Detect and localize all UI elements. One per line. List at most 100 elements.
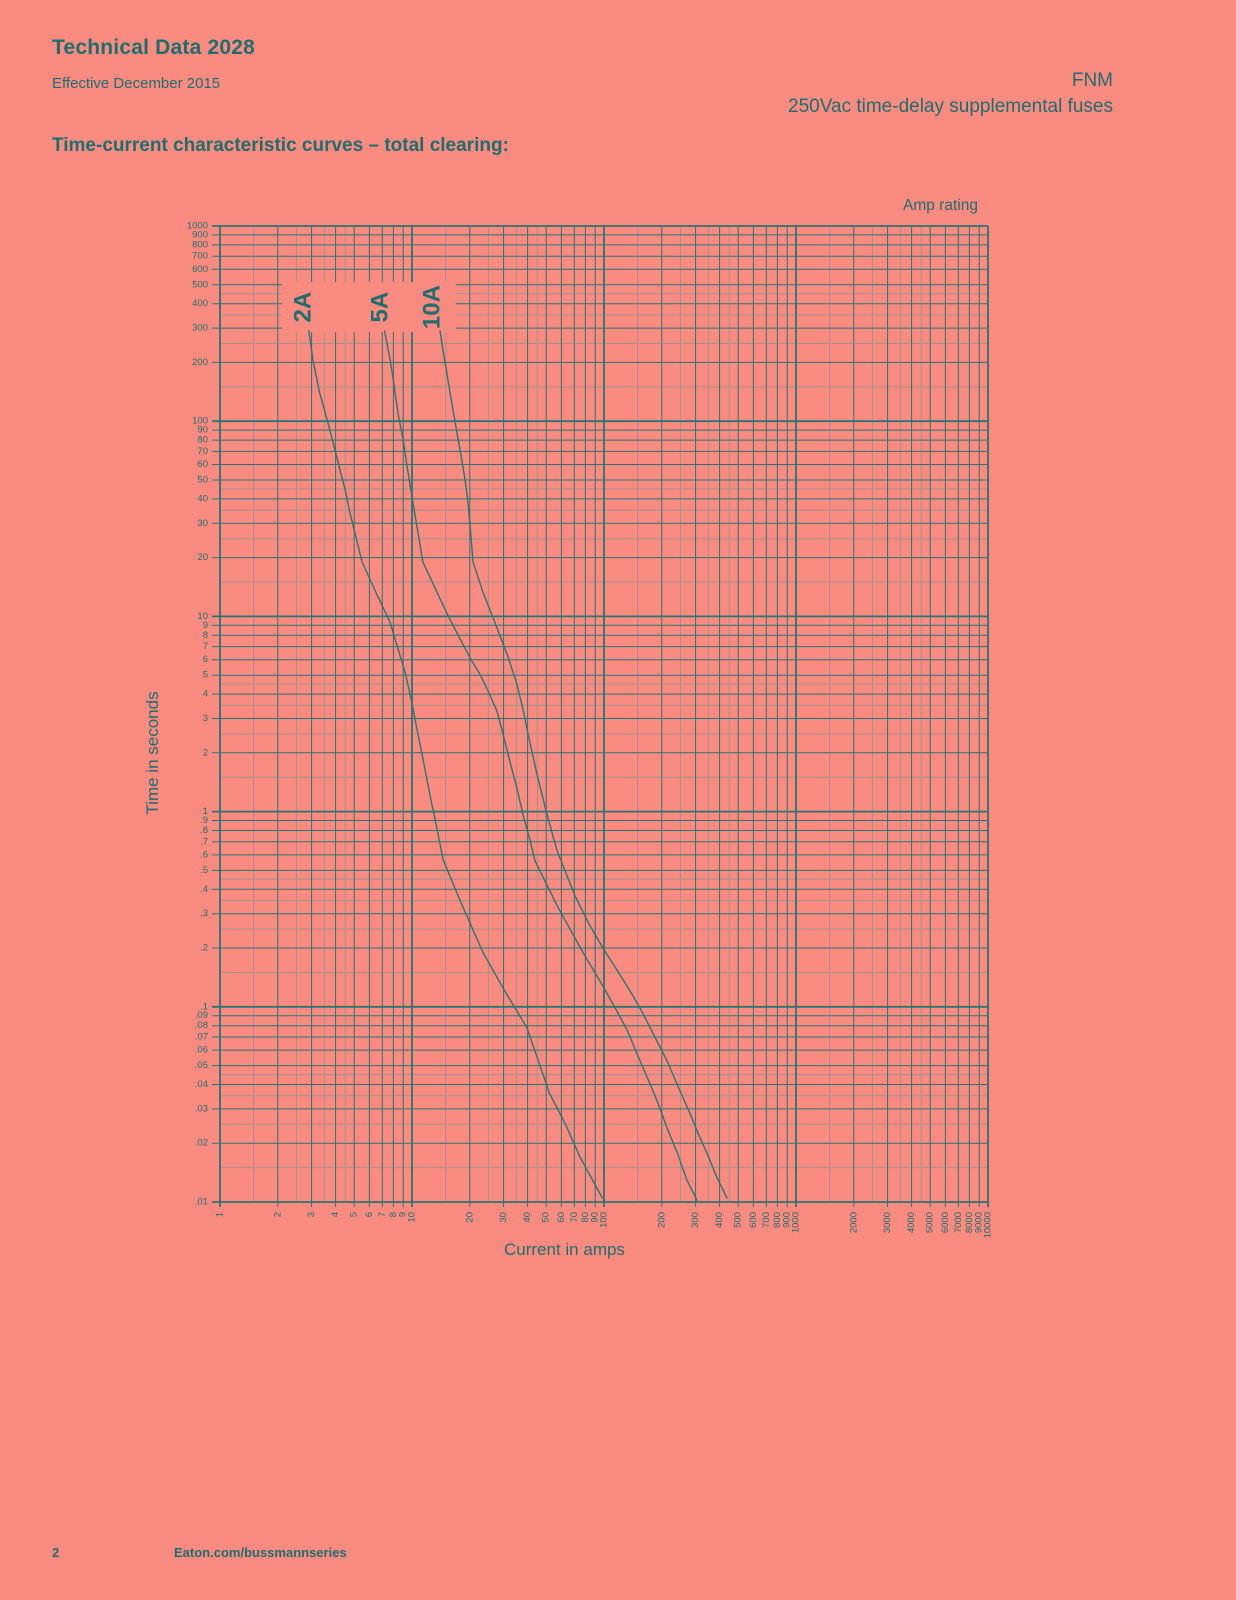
svg-text:.02: .02 [195, 1138, 208, 1149]
svg-text:2: 2 [272, 1212, 283, 1217]
svg-text:400: 400 [714, 1212, 725, 1228]
svg-text:5: 5 [349, 1212, 360, 1217]
svg-text:300: 300 [192, 323, 208, 334]
svg-text:600: 600 [192, 264, 208, 275]
svg-text:3000: 3000 [882, 1212, 893, 1233]
svg-text:2000: 2000 [848, 1212, 859, 1233]
svg-text:.4: .4 [200, 884, 208, 895]
section-title: Time-current characteristic curves – tot… [52, 135, 509, 156]
svg-text:60: 60 [556, 1212, 567, 1223]
svg-text:40: 40 [197, 493, 208, 504]
svg-text:.6: .6 [200, 849, 208, 860]
curve-label-10A: 10A [418, 285, 445, 329]
svg-text:.8: .8 [200, 825, 208, 836]
svg-text:8000: 8000 [964, 1212, 975, 1233]
svg-text:30: 30 [498, 1212, 509, 1223]
svg-text:6: 6 [203, 654, 208, 665]
doc-title: Technical Data 2028 [52, 36, 256, 59]
svg-text:80: 80 [197, 435, 208, 446]
svg-text:80: 80 [580, 1212, 591, 1223]
amp-rating-label: Amp rating [903, 197, 978, 214]
svg-text:20: 20 [197, 552, 208, 563]
footer-url: Eaton.com/bussmannseries [174, 1545, 347, 1560]
svg-text:200: 200 [656, 1212, 667, 1228]
svg-text:100: 100 [192, 416, 208, 427]
svg-text:.08: .08 [195, 1020, 208, 1031]
grid-minor [220, 226, 988, 1202]
svg-text:4: 4 [330, 1212, 341, 1217]
svg-text:5000: 5000 [925, 1212, 936, 1233]
curve-label-5A: 5A [366, 292, 393, 323]
svg-text:.06: .06 [195, 1045, 208, 1056]
svg-text:3: 3 [306, 1212, 317, 1217]
svg-text:9: 9 [203, 620, 208, 631]
curve-label-band [281, 282, 456, 333]
product-subtitle: 250Vac time-delay supplemental fuses [788, 96, 1113, 117]
svg-text:800: 800 [192, 239, 208, 250]
svg-text:.2: .2 [200, 943, 208, 954]
svg-text:70: 70 [569, 1212, 580, 1223]
svg-text:.09: .09 [195, 1010, 208, 1021]
svg-text:6: 6 [364, 1212, 375, 1217]
svg-text:500: 500 [733, 1212, 744, 1228]
svg-text:2: 2 [203, 747, 208, 758]
svg-text:900: 900 [192, 229, 208, 240]
curve-10A [439, 330, 728, 1199]
svg-text:4: 4 [203, 689, 208, 700]
curve-label-2A: 2A [289, 292, 316, 323]
svg-text:1000: 1000 [791, 1212, 802, 1233]
svg-text:60: 60 [197, 459, 208, 470]
svg-text:90: 90 [590, 1212, 601, 1223]
svg-text:.01: .01 [195, 1197, 208, 1208]
svg-text:8: 8 [203, 630, 208, 641]
svg-text:9000: 9000 [974, 1212, 985, 1233]
svg-text:700: 700 [192, 251, 208, 262]
svg-text:.7: .7 [200, 836, 208, 847]
svg-text:.3: .3 [200, 908, 208, 919]
y-axis-title: Time in seconds [143, 691, 162, 815]
svg-text:300: 300 [690, 1212, 701, 1228]
svg-text:10: 10 [407, 1212, 418, 1223]
doc-effective-date: Effective December 2015 [52, 75, 221, 92]
curve-5A [383, 330, 698, 1202]
grid-major [212, 225, 989, 1207]
svg-text:30: 30 [197, 518, 208, 529]
svg-text:7000: 7000 [953, 1212, 964, 1233]
svg-text:400: 400 [192, 298, 208, 309]
svg-text:50: 50 [541, 1212, 552, 1223]
svg-text:90: 90 [197, 425, 208, 436]
svg-text:40: 40 [522, 1212, 533, 1223]
svg-text:6000: 6000 [940, 1212, 951, 1233]
svg-text:600: 600 [748, 1212, 759, 1228]
svg-text:10: 10 [197, 611, 208, 622]
svg-text:800: 800 [772, 1212, 783, 1228]
svg-text:1: 1 [203, 806, 208, 817]
svg-text:20: 20 [464, 1212, 475, 1223]
svg-text:7: 7 [203, 641, 208, 652]
svg-text:.07: .07 [195, 1032, 208, 1043]
svg-text:9: 9 [398, 1212, 409, 1217]
svg-text:.9: .9 [200, 815, 208, 826]
svg-text:70: 70 [197, 446, 208, 457]
svg-text:1000: 1000 [187, 221, 208, 232]
svg-text:.1: .1 [200, 1001, 208, 1012]
svg-text:5: 5 [203, 670, 208, 681]
svg-text:500: 500 [192, 279, 208, 290]
svg-text:4000: 4000 [906, 1212, 917, 1233]
svg-text:.05: .05 [195, 1060, 208, 1071]
svg-text:700: 700 [761, 1212, 772, 1228]
svg-text:.03: .03 [195, 1103, 208, 1114]
svg-text:1: 1 [215, 1212, 226, 1217]
svg-text:200: 200 [192, 357, 208, 368]
svg-text:8: 8 [388, 1212, 399, 1217]
x-axis-title: Current in amps [504, 1240, 625, 1259]
svg-text:50: 50 [197, 475, 208, 486]
page-number: 2 [52, 1545, 60, 1560]
curve-2A [308, 330, 603, 1199]
product-name: FNM [1071, 70, 1113, 91]
svg-text:.04: .04 [195, 1079, 208, 1090]
svg-text:10000: 10000 [983, 1212, 994, 1238]
